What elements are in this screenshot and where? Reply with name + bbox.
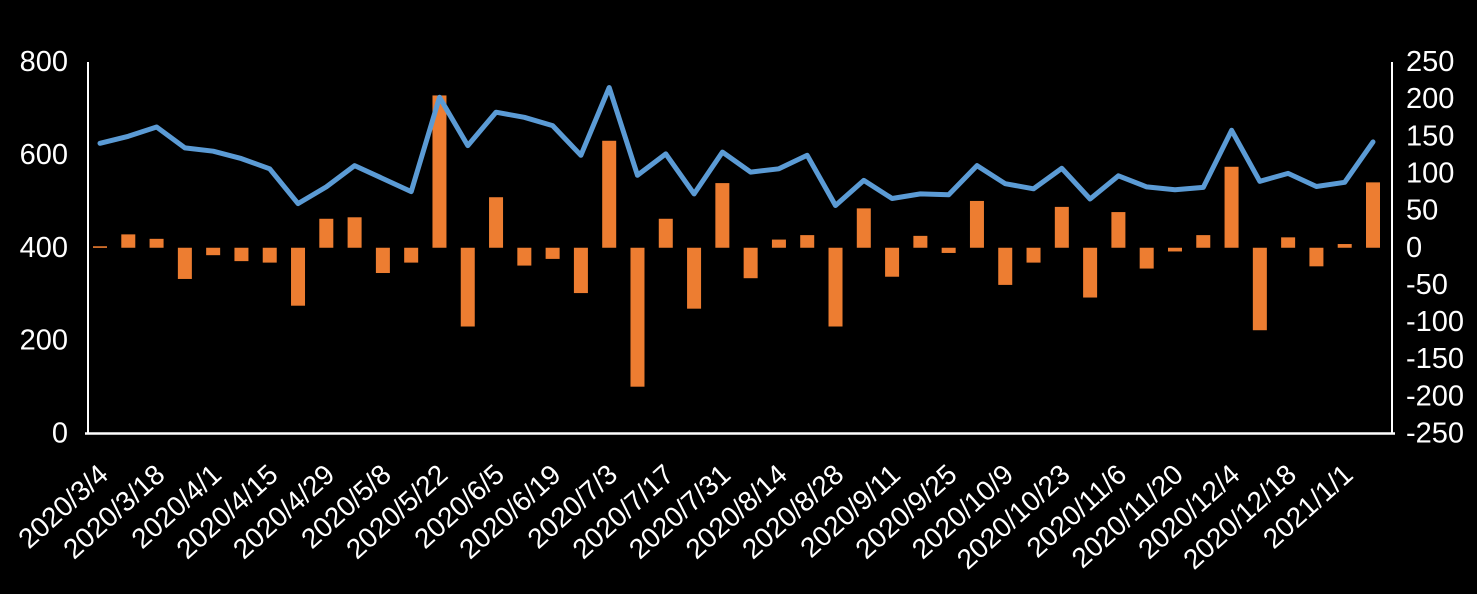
y-right-tick-label: 0: [1406, 232, 1422, 264]
bar: [1224, 166, 1239, 248]
bar: [687, 247, 702, 309]
bar: [121, 234, 136, 248]
y-left-tick-label: 0: [52, 418, 68, 450]
bar: [1111, 212, 1126, 248]
bar: [1139, 247, 1154, 269]
bar: [913, 235, 928, 248]
bar: [149, 238, 164, 248]
y-right-tick-label: 200: [1406, 83, 1454, 115]
bar: [545, 247, 560, 259]
bar: [1167, 247, 1182, 252]
bar: [206, 247, 221, 256]
bar: [630, 247, 645, 387]
y-left-tick-label: 400: [20, 232, 68, 264]
bar: [1054, 206, 1069, 248]
bar: [658, 218, 673, 248]
y-right-tick-label: -250: [1406, 418, 1464, 450]
y-right-tick-label: -100: [1406, 306, 1464, 338]
bar: [885, 247, 900, 277]
bar: [291, 247, 306, 306]
bar: [941, 247, 956, 253]
y-right-tick-label: 100: [1406, 157, 1454, 189]
bar: [93, 246, 107, 248]
bar: [1196, 235, 1211, 248]
bar: [404, 247, 419, 263]
bar: [489, 197, 504, 248]
line-series: [97, 85, 1376, 208]
bar: [1337, 244, 1352, 248]
bar: [517, 247, 532, 266]
bar: [800, 235, 815, 248]
bar: [1281, 237, 1296, 248]
bar: [1252, 247, 1267, 331]
bar: [319, 218, 334, 248]
bar: [1083, 247, 1098, 298]
bar: [998, 247, 1013, 285]
y-left-tick-label: 200: [20, 325, 68, 357]
y-right-tick-label: 50: [1406, 195, 1438, 227]
y-left-tick-label: 800: [20, 46, 68, 78]
bar: [715, 183, 730, 248]
bar: [1366, 182, 1380, 248]
bar: [262, 247, 277, 263]
bar: [602, 140, 617, 248]
y-right-tick-label: -200: [1406, 380, 1464, 412]
bar: [828, 247, 843, 327]
bar: [432, 95, 447, 248]
bar: [1026, 247, 1041, 263]
bar: [969, 200, 984, 248]
bar: [234, 247, 249, 262]
bar: [177, 247, 192, 279]
y-right-tick-label: -150: [1406, 343, 1464, 375]
bar: [743, 247, 758, 279]
y-right-tick-label: 150: [1406, 120, 1454, 152]
y-left-tick-label: 600: [20, 139, 68, 171]
bar: [771, 239, 786, 248]
bar: [856, 208, 871, 248]
bar: [375, 247, 390, 274]
y-right-tick-label: 250: [1406, 46, 1454, 78]
bar: [460, 247, 475, 327]
bar: [1309, 247, 1324, 267]
bar: [347, 217, 362, 248]
bar: [573, 247, 588, 294]
y-right-tick-label: -50: [1406, 269, 1448, 301]
